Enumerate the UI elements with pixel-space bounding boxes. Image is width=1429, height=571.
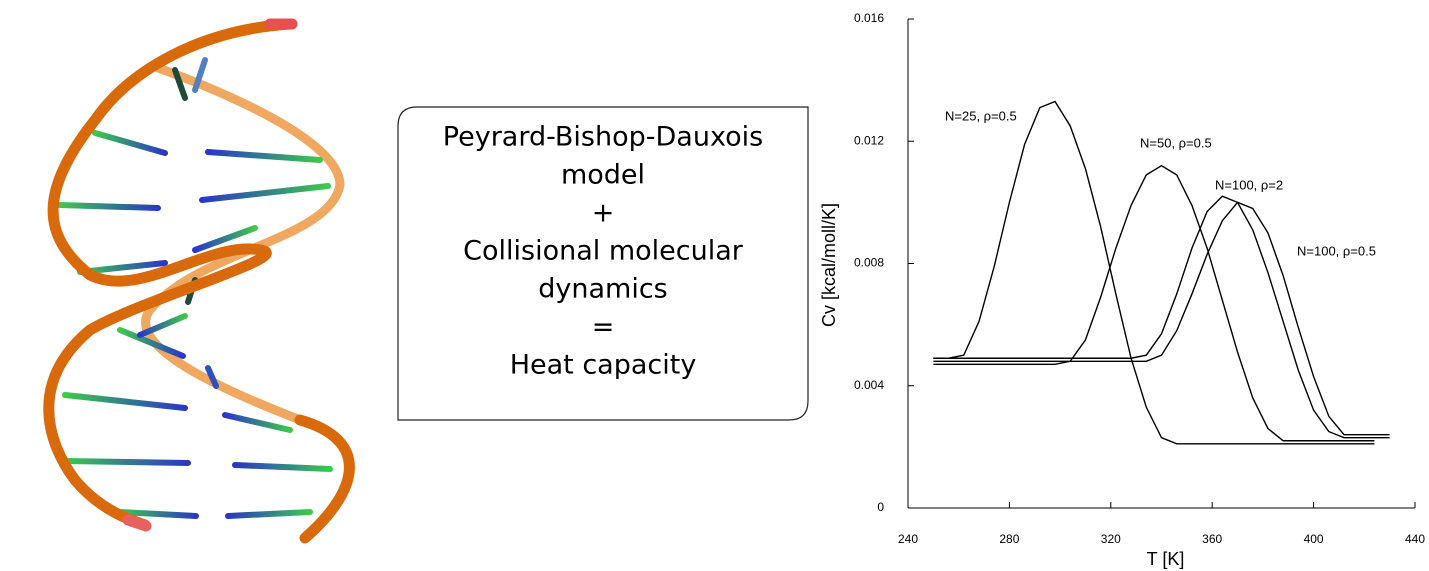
- box-line: model: [561, 160, 645, 191]
- series-line: [933, 195, 1390, 439]
- box-line: Collisional molecular: [463, 236, 744, 267]
- series-label: N=100, ρ=0.5: [1297, 243, 1376, 258]
- dna-rungs: [57, 57, 333, 519]
- x-tick-label: 320: [1101, 532, 1121, 546]
- x-tick-label: 400: [1304, 532, 1324, 546]
- series-label: N=50, ρ=0.5: [1140, 135, 1212, 150]
- y-tick-label: 0.008: [854, 256, 884, 270]
- x-axis-label: T [K]: [1147, 549, 1185, 569]
- y-tick-label: 0: [877, 500, 884, 514]
- box-line: Heat capacity: [510, 350, 697, 381]
- dna-front-strand: [43, 18, 296, 531]
- x-tick-label: 360: [1202, 532, 1222, 546]
- dna-back-strand: [141, 60, 345, 425]
- box-line: +: [592, 198, 615, 229]
- y-tick-label: 0.016: [854, 11, 884, 25]
- chart: 0 0.004 0.008 0.012 0.016 240 280 320 360 400 440 T…: [819, 11, 1426, 569]
- series-label: N=100, ρ=2: [1215, 177, 1283, 192]
- series-label: N=25, ρ=0.5: [945, 108, 1017, 123]
- text-box: [397, 106, 809, 421]
- dna-front-strand-end: [294, 414, 355, 544]
- box-line: =: [592, 312, 615, 343]
- x-tick-label: 280: [999, 532, 1019, 546]
- box-text: Peyrard-Bishop-Dauxois model + Collisional …: [443, 122, 763, 381]
- y-tick-label: 0.012: [854, 133, 884, 147]
- x-tick-label: 440: [1405, 532, 1425, 546]
- box-line: dynamics: [538, 274, 668, 305]
- series-line: [933, 100, 1375, 445]
- box-line: Peyrard-Bishop-Dauxois: [443, 122, 763, 153]
- series-line: [933, 201, 1390, 436]
- series-line: [933, 164, 1375, 442]
- y-tick-label: 0.004: [854, 378, 884, 392]
- dna-illustration: [43, 18, 355, 544]
- y-axis-label: Cv [kcal/moll/K]: [819, 203, 839, 327]
- dna-end-cap: [122, 514, 152, 532]
- x-tick-label: 240: [898, 532, 918, 546]
